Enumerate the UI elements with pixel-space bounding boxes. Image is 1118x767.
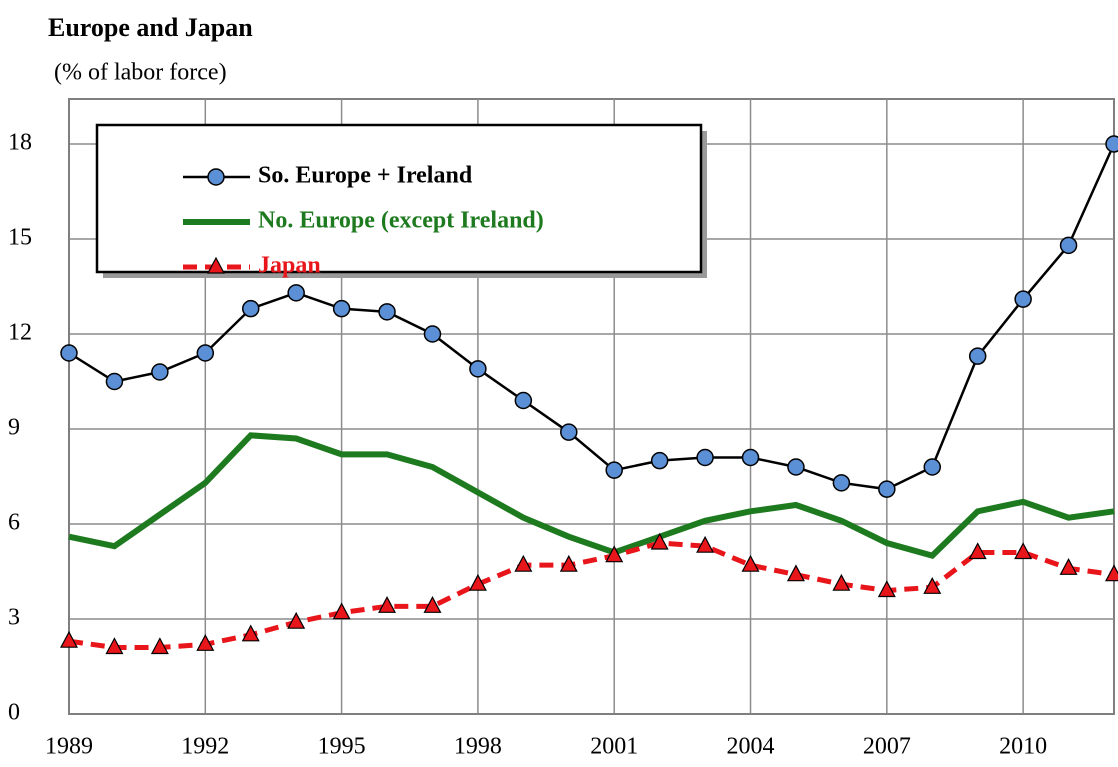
marker: [60, 630, 78, 648]
chart-title: Europe and Japan: [48, 13, 253, 42]
marker: [878, 480, 896, 498]
marker: [1014, 290, 1032, 308]
y-tick-label: 18: [8, 130, 32, 156]
marker: [605, 545, 624, 563]
marker: [741, 448, 760, 467]
marker: [832, 474, 851, 492]
legend-label: No. Europe (except Ireland): [258, 208, 544, 234]
marker: [877, 580, 896, 598]
marker: [241, 624, 260, 642]
marker: [923, 577, 942, 594]
marker: [605, 461, 623, 479]
series: [68, 432, 1115, 560]
y-tick-label: 15: [8, 225, 32, 251]
marker: [832, 573, 851, 591]
marker: [560, 423, 578, 441]
legend-label: Japan: [258, 253, 321, 279]
marker: [968, 347, 987, 365]
marker: [696, 535, 715, 553]
marker: [1059, 558, 1078, 575]
marker: [559, 554, 578, 572]
legend-marker: [207, 256, 225, 274]
marker: [1105, 135, 1118, 153]
marker: [469, 360, 487, 378]
line: [68, 143, 1116, 491]
marker: [287, 284, 305, 302]
x-tick-label: 2004: [727, 734, 775, 760]
marker: [196, 634, 215, 651]
marker: [923, 458, 942, 476]
marker: [423, 325, 442, 343]
series: [60, 532, 1118, 655]
marker: [105, 637, 124, 655]
marker: [378, 596, 397, 613]
x-tick-label: 2007: [863, 734, 911, 760]
line: [68, 540, 1115, 650]
x-tick-label: 2001: [590, 734, 638, 760]
marker: [332, 602, 351, 620]
y-tick-label: 0: [8, 700, 20, 726]
marker: [241, 299, 260, 318]
marker: [151, 363, 169, 381]
marker: [196, 344, 215, 362]
marker: [150, 637, 169, 655]
line: [68, 432, 1115, 560]
x-tick-label: 1989: [45, 734, 93, 760]
marker: [332, 299, 351, 318]
series: [60, 135, 1118, 498]
marker: [650, 451, 669, 470]
x-tick-label: 1995: [318, 734, 366, 760]
marker: [787, 458, 805, 476]
marker: [287, 611, 306, 629]
y-tick-label: 9: [8, 415, 20, 441]
marker: [514, 391, 533, 410]
marker: [1014, 542, 1033, 560]
legend-marker: [207, 168, 225, 186]
legend-label: So. Europe + Ireland: [258, 163, 473, 189]
marker: [423, 596, 442, 613]
x-tick-label: 2010: [999, 734, 1047, 760]
marker: [60, 344, 78, 362]
marker: [696, 448, 714, 467]
marker: [468, 573, 487, 591]
marker: [514, 554, 533, 572]
marker: [650, 532, 669, 550]
marker: [105, 372, 124, 391]
marker: [378, 303, 396, 321]
y-tick-label: 12: [8, 320, 32, 346]
marker: [1059, 236, 1078, 255]
marker: [741, 554, 760, 572]
y-tick-label: 3: [8, 605, 20, 631]
legend: So. Europe + Ireland No. Europe (except I…: [95, 123, 707, 279]
marker: [1105, 564, 1118, 582]
legend-box: [95, 123, 703, 274]
y-tick-label: 6: [8, 510, 20, 536]
x-tick-label: 1992: [181, 734, 229, 760]
marker: [786, 564, 805, 582]
x-tick-label: 1998: [454, 734, 502, 760]
chart-subtitle: (% of labor force): [54, 60, 227, 86]
marker: [968, 542, 987, 560]
